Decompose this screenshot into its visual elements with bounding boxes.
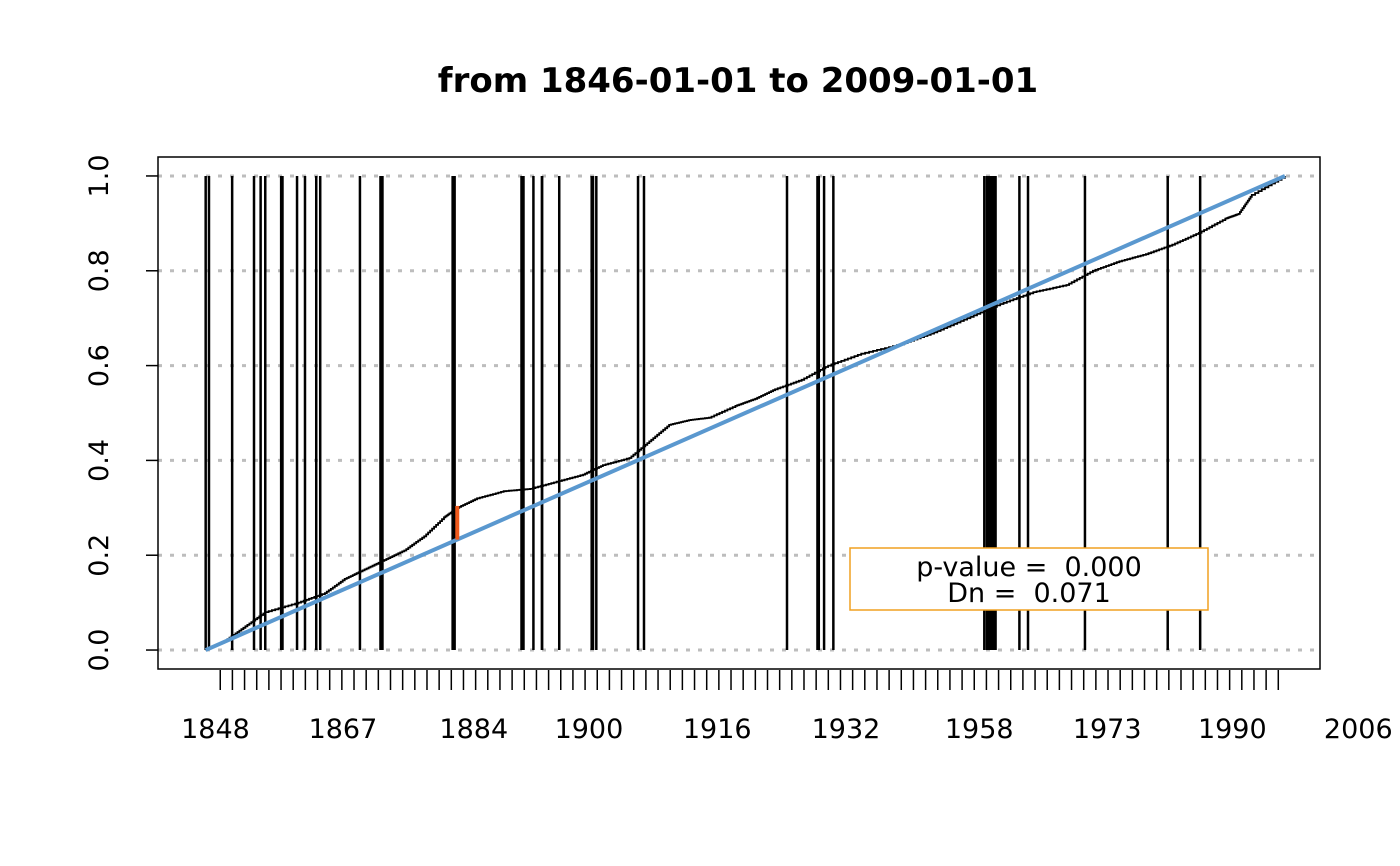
x-tick-label: 1932 (812, 714, 881, 745)
plot-box (157, 156, 1321, 670)
legend-box (849, 547, 1209, 611)
x-tick-label: 1958 (945, 714, 1014, 745)
x-tick-label: 1884 (439, 714, 508, 745)
x-tick-label: 1990 (1198, 714, 1267, 745)
x-tick-label: 1848 (181, 714, 250, 745)
y-tick-label: 0.0 (84, 629, 115, 672)
legend: p-value = 0.000 Dn = 0.071 (849, 547, 1209, 611)
grid (158, 174, 1320, 652)
x-tick-label: 2006 (1324, 714, 1393, 745)
chart-title: from 1846-01-01 to 2009-01-01 (438, 61, 1038, 101)
x-tick-label: 1916 (683, 714, 752, 745)
y-tick-label: 0.2 (84, 534, 115, 577)
y-tick-label: 0.8 (84, 249, 115, 292)
series (204, 174, 1286, 652)
legend-pvalue: p-value = 0.000 (916, 552, 1142, 583)
y-tick-label: 1.0 (84, 154, 115, 197)
ecdf-line (205, 176, 1286, 651)
y-tick-label: 0.4 (84, 439, 115, 482)
x-tick-label: 1973 (1073, 714, 1142, 745)
y-tick-label: 0.6 (84, 344, 115, 387)
legend-dn: Dn = 0.071 (947, 578, 1111, 609)
uniform-reference-line (204, 174, 1286, 652)
y-axis: 0.0 0.2 0.4 0.6 0.8 1.0 (84, 154, 158, 672)
x-axis: 1848 1867 1884 1900 1916 1932 1958 1973 1990 2006 (181, 670, 1393, 745)
x-tick-label: 1867 (309, 714, 378, 745)
x-tick-label: 1900 (555, 714, 624, 745)
